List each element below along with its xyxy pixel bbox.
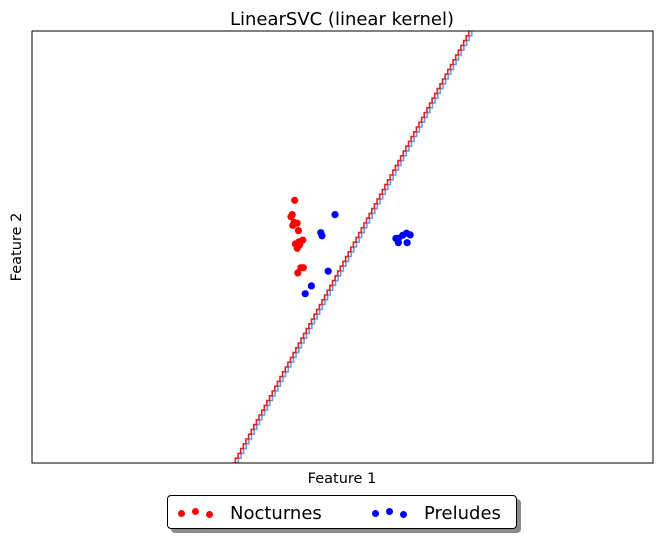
data-point-nocturnes (294, 269, 302, 277)
data-point-preludes (307, 282, 315, 290)
data-point-preludes (406, 231, 414, 239)
legend-dot (372, 510, 379, 517)
decision-boundary (232, 31, 473, 463)
data-point-preludes (403, 239, 411, 247)
data-point-nocturnes (294, 227, 302, 235)
legend-dot (400, 511, 407, 518)
data-point-preludes (324, 267, 332, 275)
legend-dot (192, 508, 199, 515)
legend: Nocturnes Preludes (167, 495, 517, 529)
series-preludes (301, 211, 414, 298)
plot-frame (31, 30, 654, 464)
data-point-preludes (301, 290, 309, 298)
decision-boundary-line-red (232, 31, 470, 463)
legend-marker-nocturnes (176, 496, 218, 530)
legend-entry-preludes: Preludes (370, 496, 501, 530)
legend-entry-nocturnes: Nocturnes (176, 496, 322, 530)
data-point-nocturnes (296, 241, 304, 249)
y-axis-label: Feature 2 (9, 213, 25, 282)
legend-dot (178, 510, 185, 517)
data-point-nocturnes (289, 221, 297, 229)
legend-marker-preludes (370, 496, 412, 530)
scatter-points (287, 196, 414, 298)
data-point-preludes (394, 234, 402, 242)
x-axis-label: Feature 1 (308, 471, 377, 487)
data-point-preludes (318, 232, 326, 240)
data-point-nocturnes (287, 213, 295, 221)
legend-label-nocturnes: Nocturnes (230, 502, 322, 524)
legend-dot (386, 508, 393, 515)
data-point-preludes (331, 211, 339, 219)
series-nocturnes (287, 196, 307, 277)
legend-label-preludes: Preludes (424, 502, 501, 524)
chart-title: LinearSVC (linear kernel) (230, 9, 454, 30)
data-point-nocturnes (291, 196, 299, 204)
legend-dot (206, 511, 213, 518)
data-point-nocturnes (299, 264, 307, 272)
